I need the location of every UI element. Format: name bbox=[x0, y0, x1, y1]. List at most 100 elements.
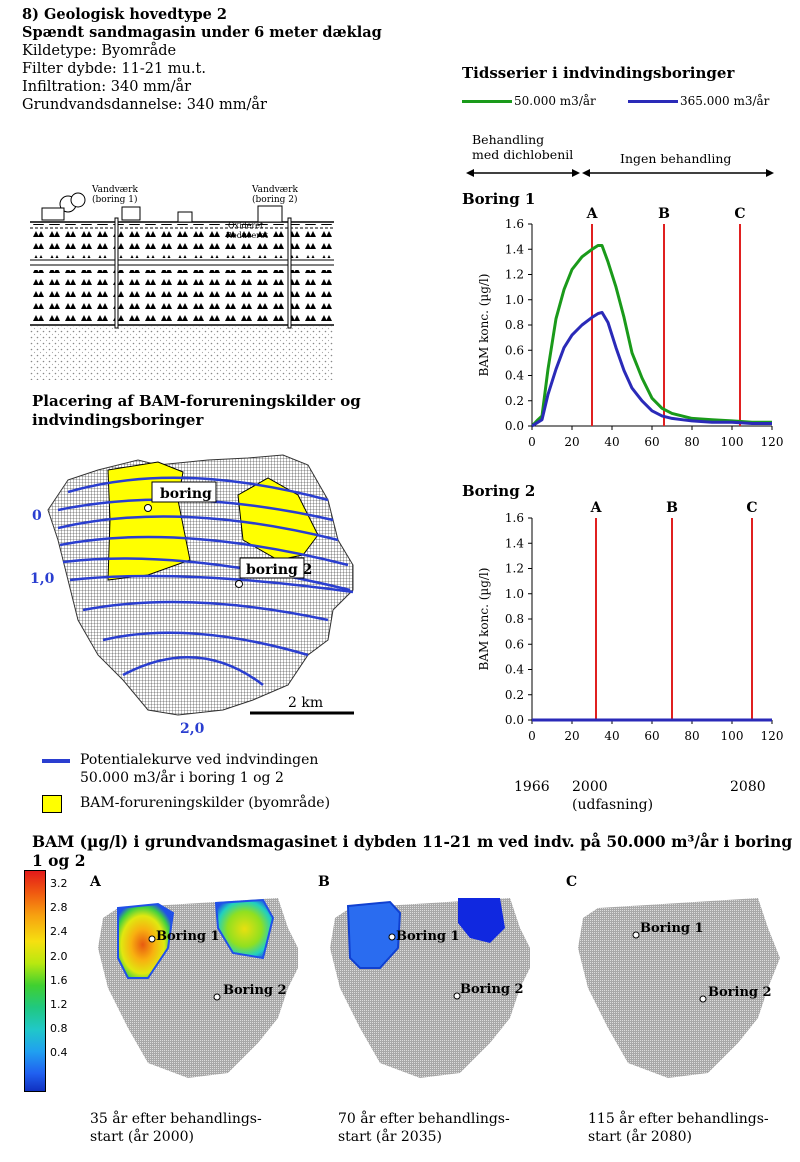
scale-label: 2 km bbox=[288, 695, 323, 711]
contour-label-2: 2,0 bbox=[180, 721, 205, 737]
x-tick-label: 20 bbox=[564, 435, 579, 449]
y-tick-label: 0.8 bbox=[505, 318, 524, 332]
y-axis-label: BAM konc. (µg/l) bbox=[477, 274, 491, 377]
year-1966: 1966 bbox=[514, 779, 550, 795]
x-tick-label: 80 bbox=[684, 729, 699, 743]
y-tick-label: 0.6 bbox=[505, 637, 524, 651]
y-tick-label: 0.2 bbox=[505, 394, 524, 408]
color-scale-bar bbox=[24, 870, 46, 1092]
panel-b-caption: 70 år efter behandlings- start (år 2035) bbox=[338, 1111, 510, 1145]
y-tick-label: 1.6 bbox=[505, 511, 524, 525]
reduced-label: Reduceret bbox=[226, 231, 269, 240]
boring2-title: Boring 2 bbox=[462, 482, 536, 500]
panel-c-caption: 115 år efter behandlings- start (år 2080… bbox=[588, 1111, 769, 1145]
y-tick-label: 0.6 bbox=[505, 343, 524, 357]
panel-b-boring1: Boring 1 bbox=[396, 929, 460, 944]
x-tick-label: 120 bbox=[761, 435, 784, 449]
no-treatment-label: Ingen behandling bbox=[620, 151, 732, 166]
x-tick-label: 80 bbox=[684, 435, 699, 449]
y-tick-label: 1.0 bbox=[505, 293, 524, 307]
source-legend-swatch bbox=[42, 795, 62, 813]
panel-b-letter: B bbox=[318, 874, 330, 890]
treatment-label: Behandling med dichlobenil bbox=[472, 132, 574, 162]
x-tick-label: 40 bbox=[604, 729, 619, 743]
event-line-label: A bbox=[590, 500, 603, 516]
color-scale-labels: 3.2 2.8 2.4 2.0 1.6 1.2 0.8 0.4 bbox=[50, 877, 68, 1060]
y-tick-label: 1.2 bbox=[505, 268, 524, 282]
x-tick-label: 40 bbox=[604, 435, 619, 449]
x-tick-label: 60 bbox=[644, 435, 659, 449]
header-recharge: Grundvandsdannelse: 340 mm/år bbox=[22, 97, 267, 113]
x-tick-label: 100 bbox=[721, 435, 744, 449]
bam-panel-c: C Boring 1 Boring 2 bbox=[566, 874, 780, 1078]
placement-title: Placering af BAM-forureningskilder og in… bbox=[32, 392, 361, 429]
y-tick-label: 1.6 bbox=[505, 217, 524, 231]
panel-a-letter: A bbox=[89, 874, 102, 890]
map-legend: Potentialekurve ved indvindingen 50.000 … bbox=[40, 751, 400, 815]
wellA-sublabel: (boring 1) bbox=[92, 194, 138, 205]
panel-c-boring1: Boring 1 bbox=[640, 921, 704, 936]
legend-contour-line1: Potentialekurve ved indvindingen bbox=[80, 752, 319, 768]
bam-panel-a: A Boring 1 Boring 2 bbox=[89, 874, 298, 1078]
x-tick-label: 0 bbox=[528, 435, 536, 449]
y-tick-label: 0.2 bbox=[505, 688, 524, 702]
map-boring1-label: boring bbox=[160, 486, 212, 502]
event-line-label: C bbox=[734, 206, 745, 222]
header-filter-depth: Filter dybde: 11-21 mu.t. bbox=[22, 61, 206, 77]
event-line-label: A bbox=[586, 206, 599, 222]
contour-label-0: 0 bbox=[32, 508, 42, 524]
boring2-chart: 0.0 0.2 0.4 0.6 0.8 1.0 1.2 1.4 1.6 0 20 40 60 80 100 1… bbox=[477, 500, 784, 743]
contour-label-1: 1,0 bbox=[30, 571, 55, 587]
event-line-label: B bbox=[658, 206, 670, 222]
wellB-sublabel: (boring 2) bbox=[252, 194, 298, 205]
panel-a-caption: 35 år efter behandlings- start (år 2000) bbox=[90, 1111, 262, 1145]
y-axis-label: BAM konc. (µg/l) bbox=[477, 568, 491, 671]
bam-panel-b: B Boring 1 Boring 2 bbox=[318, 874, 530, 1078]
boring1-title: Boring 1 bbox=[462, 190, 536, 208]
wellA-label: Vandværk bbox=[91, 185, 138, 195]
legend-green-label: 50.000 m3/år bbox=[514, 94, 596, 108]
event-line-label: B bbox=[666, 500, 678, 516]
site-header: 8) Geologisk hovedtype 2 Spændt sandmaga… bbox=[22, 6, 382, 114]
panel-a-boring1: Boring 1 bbox=[156, 929, 220, 944]
y-tick-label: 1.2 bbox=[505, 562, 524, 576]
panel-a-boring2: Boring 2 bbox=[223, 983, 287, 998]
panel-b-boring2: Boring 2 bbox=[460, 982, 524, 997]
year-2000: 2000 bbox=[572, 779, 608, 795]
contour-legend-swatch bbox=[42, 759, 70, 763]
placement-map: boring boring 2 0 1,0 2,0 2 km bbox=[30, 454, 354, 737]
map-boring2-label: boring 2 bbox=[246, 562, 312, 578]
event-line-label: C bbox=[746, 500, 757, 516]
oxidized-label: Oxideret bbox=[228, 221, 264, 230]
panel-c-boring2: Boring 2 bbox=[708, 985, 772, 1000]
series-line bbox=[531, 310, 772, 428]
series-line bbox=[530, 244, 772, 428]
wellB-label: Vandværk bbox=[251, 185, 298, 195]
treatment-arrows bbox=[466, 169, 774, 177]
y-tick-label: 1.4 bbox=[505, 242, 524, 256]
bam-title: BAM (µg/l) i grundvandsmagasinet i dybde… bbox=[32, 832, 793, 870]
legend-contour-line2: 50.000 m3/år i boring 1 og 2 bbox=[80, 770, 284, 786]
y-tick-label: 1.4 bbox=[505, 536, 524, 550]
header-subtitle: Spændt sandmagasin under 6 meter dæklag bbox=[22, 24, 382, 41]
y-tick-label: 0.0 bbox=[505, 419, 524, 433]
year-2080: 2080 bbox=[730, 779, 766, 795]
y-tick-label: 0.4 bbox=[505, 663, 524, 677]
header-infiltration: Infiltration: 340 mm/år bbox=[22, 79, 192, 95]
x-tick-label: 0 bbox=[528, 729, 536, 743]
y-tick-label: 1.0 bbox=[505, 587, 524, 601]
x-tick-label: 20 bbox=[564, 729, 579, 743]
year-2000-note: (udfasning) bbox=[572, 797, 654, 813]
legend-source-label: BAM-forureningskilder (byområde) bbox=[80, 795, 331, 811]
y-tick-label: 0.4 bbox=[505, 369, 524, 383]
x-tick-label: 100 bbox=[721, 729, 744, 743]
x-tick-label: 60 bbox=[644, 729, 659, 743]
header-source-type: Kildetype: Byområde bbox=[22, 43, 177, 59]
boring1-chart: 0.0 0.2 0.4 0.6 0.8 1.0 1.2 1.4 1.6 0 20 40 60 80 100 1… bbox=[477, 206, 784, 449]
y-tick-label: 0.0 bbox=[505, 713, 524, 727]
legend-green-swatch bbox=[462, 100, 512, 103]
header-title: 8) Geologisk hovedtype 2 bbox=[22, 6, 227, 23]
timeseries-title: Tidsserier i indvindingsboringer bbox=[462, 64, 735, 82]
x-tick-label: 120 bbox=[761, 729, 784, 743]
geologic-cross-section: Vandværk (boring 1) Vandværk (boring 2) … bbox=[30, 185, 334, 380]
